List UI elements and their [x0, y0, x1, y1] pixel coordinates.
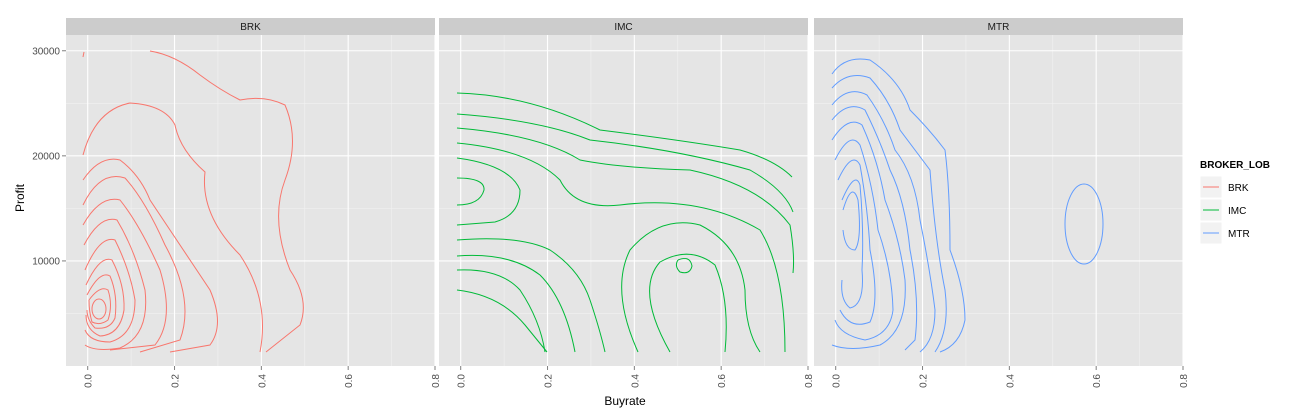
legend-item-mtr: MTR: [1199, 221, 1250, 245]
x-tick-label: 0.2: [171, 374, 182, 388]
facet-strip-label-imc: IMC: [614, 22, 632, 33]
y-tick-label: 20000: [32, 151, 60, 162]
x-tick-label: 0.4: [257, 374, 268, 388]
legend-label-mtr: MTR: [1228, 229, 1250, 240]
y-tick-label: 30000: [32, 46, 60, 57]
contours-brk: [82, 50, 304, 353]
x-tick-label: 0.8: [1179, 374, 1190, 388]
facet-strip-label-mtr: MTR: [988, 22, 1010, 33]
contour-lines: [82, 50, 1104, 353]
panel-background-imc: [439, 35, 808, 366]
panel-background-brk: [66, 35, 435, 366]
y-tick-label: 10000: [32, 256, 60, 267]
legend: BROKER_LOB BRK IMC MTR: [1199, 160, 1270, 245]
x-tick-label: 0.6: [344, 374, 355, 388]
legend-item-imc: IMC: [1199, 198, 1246, 222]
contours-mtr: [831, 58, 1104, 353]
x-tick-label: 0.4: [630, 374, 641, 388]
legend-item-brk: BRK: [1199, 175, 1249, 199]
facet-strip-label-brk: BRK: [240, 22, 261, 33]
y-axis-title: Profit: [13, 183, 27, 212]
x-tick-label: 0.2: [544, 374, 555, 388]
x-tick-label: 0.4: [1005, 374, 1016, 388]
legend-label-imc: IMC: [1228, 206, 1246, 217]
facet-strip-brk: [66, 18, 435, 35]
legend-title: BROKER_LOB: [1200, 160, 1270, 171]
panel-background-mtr: [814, 35, 1183, 366]
y-axis: 10000 20000 30000: [32, 46, 66, 267]
x-tick-label: 0.6: [717, 374, 728, 388]
x-tick-label: 0.0: [457, 374, 468, 388]
facet-panel-brk: BRK: [66, 18, 436, 366]
legend-label-brk: BRK: [1228, 183, 1249, 194]
x-tick-label: 0.0: [832, 374, 843, 388]
facet-panel-mtr: MTR: [814, 18, 1184, 366]
facet-strip-mtr: [814, 18, 1183, 35]
x-axes: 0.0 0.2 0.4 0.6 0.8 0.0 0.2 0.4 0.6 0.8 0.0 0.2 0.4 0…: [84, 366, 1190, 388]
x-tick-label: 0.8: [804, 374, 815, 388]
x-axis-title: Buyrate: [604, 394, 646, 408]
x-tick-label: 0.2: [919, 374, 930, 388]
contours-imc: [456, 92, 795, 353]
facet-strip-imc: [439, 18, 808, 35]
facet-panel-imc: IMC: [439, 18, 809, 366]
x-tick-label: 0.8: [431, 374, 442, 388]
x-tick-label: 0.6: [1092, 374, 1103, 388]
x-tick-label: 0.0: [84, 374, 95, 388]
